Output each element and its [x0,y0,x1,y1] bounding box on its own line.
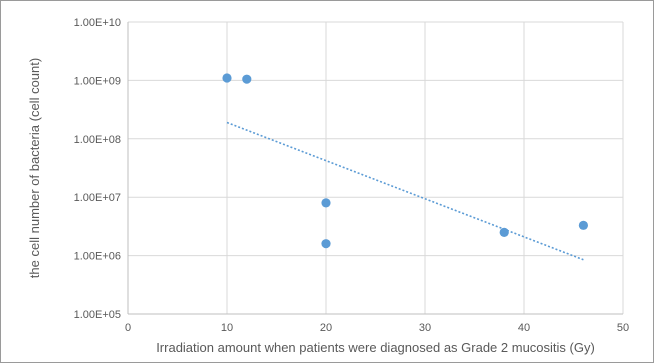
data-point [499,227,509,237]
y-tick-label: 1.00E+08 [74,134,121,146]
y-tick-label: 1.00E+05 [74,309,121,321]
y-tick-label: 1.00E+10 [74,17,121,29]
x-tick-label: 50 [617,322,629,334]
data-point [222,73,232,83]
trendline [226,121,584,261]
data-points [222,73,589,249]
data-point [321,239,331,249]
y-tick-label: 1.00E+09 [74,75,121,87]
x-tick-label: 10 [221,322,233,334]
x-axis-tick-labels: 0 10 20 30 40 50 [125,322,629,334]
data-point [242,74,252,84]
x-tick-label: 20 [320,322,332,334]
data-point [578,220,589,230]
x-tick-label: 30 [419,322,431,334]
trendline-group [226,121,584,261]
x-tick-label: 0 [125,322,131,334]
y-tick-label: 1.00E+07 [74,192,121,204]
x-axis-title: Irradiation amount when patients were di… [156,340,595,355]
y-axis-title: the cell number of bacteria (cell count) [27,58,42,278]
x-tick-label: 40 [518,322,530,334]
y-axis-tick-labels: 1.00E+05 1.00E+06 1.00E+07 1.00E+08 1.00E+09… [74,17,121,321]
y-tick-label: 1.00E+06 [74,251,121,263]
data-point [321,198,331,208]
gridlines [127,21,624,315]
